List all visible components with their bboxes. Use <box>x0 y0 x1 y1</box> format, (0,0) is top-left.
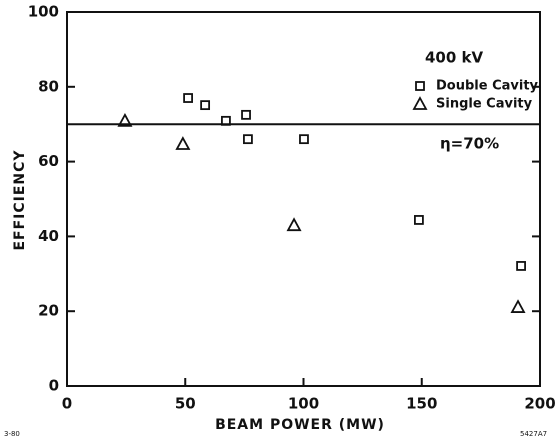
marker <box>299 134 309 145</box>
marker <box>175 136 191 150</box>
y-tick-label: 60 <box>38 152 59 170</box>
marker <box>510 299 526 313</box>
y-tick-label: 80 <box>38 77 59 95</box>
legend-label: Double Cavity <box>436 79 539 94</box>
x-tick-label: 200 <box>524 395 555 413</box>
y-axis-label: EFFICIENCY <box>12 149 28 250</box>
marker <box>200 100 211 111</box>
x-tick-label: 150 <box>406 395 437 413</box>
x-tick-label: 50 <box>175 395 196 413</box>
marker <box>286 217 302 232</box>
legend-marker <box>415 81 425 91</box>
corner-label: 3-80 <box>4 430 20 438</box>
marker <box>243 134 253 145</box>
annotation: 400 kV <box>425 49 484 67</box>
marker <box>117 112 133 127</box>
plot-frame <box>66 11 541 387</box>
corner-label: 5427A7 <box>520 430 547 438</box>
x-tick-label: 100 <box>288 395 319 413</box>
x-axis-label: BEAM POWER (MW) <box>215 417 385 433</box>
x-tick-label: 0 <box>62 395 72 413</box>
legend-marker <box>412 96 428 110</box>
legend-label: Single Cavity <box>436 97 533 112</box>
marker <box>221 115 231 126</box>
y-tick-label: 0 <box>49 377 59 395</box>
y-tick-label: 100 <box>28 3 59 21</box>
marker <box>414 215 424 225</box>
y-tick-label: 20 <box>38 302 59 320</box>
marker <box>241 109 251 120</box>
marker <box>516 261 526 271</box>
marker <box>183 93 193 103</box>
y-tick-label: 40 <box>38 227 59 245</box>
reference-label: η=70% <box>440 135 499 153</box>
